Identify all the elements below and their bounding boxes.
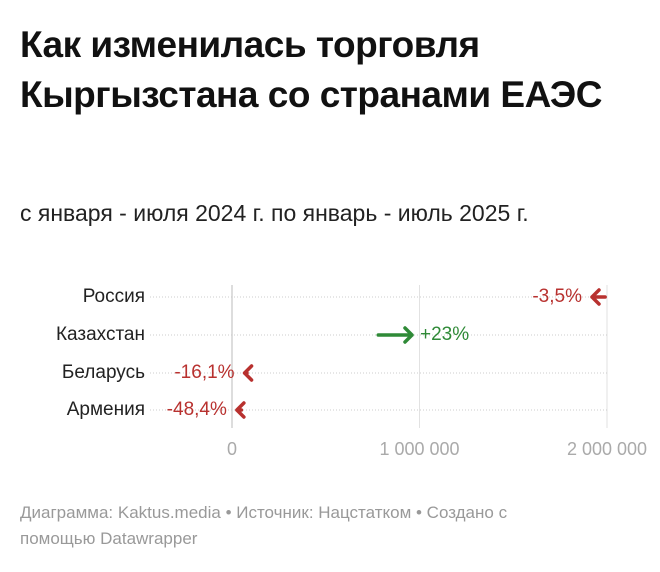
change-label: -48,4% [167,399,227,420]
chart: 0 1 000 000 2 000 000 Россия -3,5% Казахстан +… [56,285,647,459]
change-label: +23% [420,324,469,345]
chart-title: Как изменилась торговля Кыргызстана со с… [20,24,602,115]
x-tick-label: 2 000 000 [567,439,647,459]
change-label: -3,5% [532,286,582,307]
category-label: Армения [67,399,145,420]
category-label: Беларусь [62,362,145,383]
arrow [235,401,246,419]
category-label: Россия [83,286,145,307]
category-label: Казахстан [56,324,145,345]
arrow [242,364,254,382]
arrow [590,288,607,306]
x-tick-label: 1 000 000 [379,439,459,459]
footer: Диаграмма: Kaktus.media • Источник: Нацс… [20,503,508,548]
chart-subtitle: с января - июля 2024 г. по январь - июль… [20,200,529,226]
change-label: -16,1% [174,362,234,383]
x-tick-label: 0 [227,439,237,459]
arrow [376,326,414,344]
